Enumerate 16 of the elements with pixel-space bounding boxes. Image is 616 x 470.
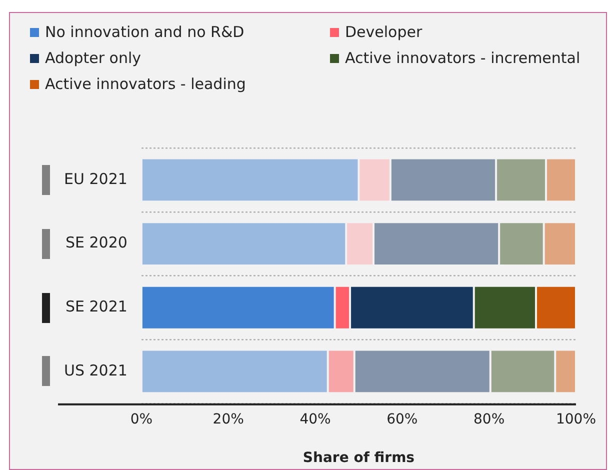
legend-label: Active innovators - leading xyxy=(45,75,246,93)
x-tick-label: 60% xyxy=(386,411,418,428)
legend-label: No innovation and no R&D xyxy=(45,23,244,41)
x-axis-title: Share of firms xyxy=(302,450,414,466)
y-tick-label: US 2021 xyxy=(64,361,128,380)
x-tick-label: 100% xyxy=(556,411,596,428)
x-tick-label: 0% xyxy=(130,411,153,428)
y-tick-label: SE 2020 xyxy=(65,234,128,252)
legend-label: Active innovators - incremental xyxy=(345,49,580,67)
x-tick-label: 80% xyxy=(474,411,505,428)
y-tick-label: EU 2021 xyxy=(64,170,128,188)
legend-label: Developer xyxy=(345,23,422,41)
x-tick-label: 20% xyxy=(212,411,244,428)
x-tick-label: 40% xyxy=(300,411,331,428)
y-tick-label: SE 2021 xyxy=(65,298,128,316)
legend-label: Adopter only xyxy=(45,49,141,67)
